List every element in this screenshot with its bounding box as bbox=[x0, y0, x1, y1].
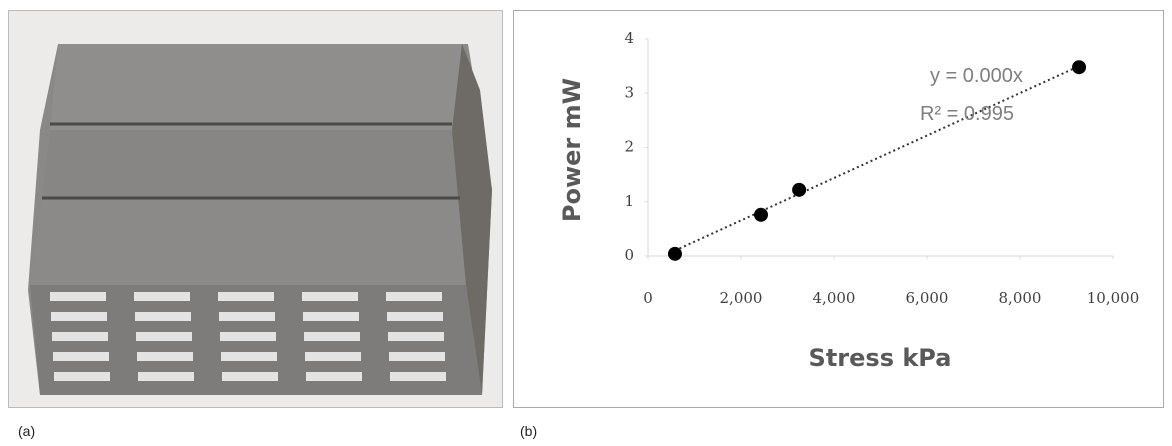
x-tick-label: 6,000 bbox=[906, 289, 949, 307]
photo-cell bbox=[386, 292, 442, 301]
x-tick-label: 10,000 bbox=[1087, 289, 1140, 307]
photo-cell bbox=[222, 372, 278, 381]
y-axis-title: Power mW bbox=[558, 78, 586, 222]
photo-cell bbox=[52, 332, 108, 341]
photo-cell bbox=[219, 312, 275, 321]
point bbox=[1072, 60, 1086, 74]
y-tick-label: 4 bbox=[624, 29, 634, 47]
photo-cell bbox=[305, 352, 361, 361]
photo-cell bbox=[54, 372, 110, 381]
annotation: y = 0.000x bbox=[930, 65, 1023, 87]
page: (a) (b) Power mW Stress kPa 0 1 2 3 4 0 2,000 4… bbox=[0, 0, 1172, 446]
figure: (a) (b) Power mW Stress kPa 0 1 2 3 4 0 2,000 4… bbox=[0, 0, 1172, 446]
x-tick-label: 8,000 bbox=[999, 289, 1042, 307]
x-tick-label: 2,000 bbox=[720, 289, 763, 307]
panel-label: (b) bbox=[520, 423, 537, 439]
x-axis-title: Stress kPa bbox=[809, 344, 952, 372]
photo-cell bbox=[302, 292, 358, 301]
photo-cell bbox=[388, 332, 444, 341]
photo-cell bbox=[53, 352, 109, 361]
photo-cell bbox=[50, 292, 106, 301]
photo-cell bbox=[303, 312, 359, 321]
photo-cell bbox=[218, 292, 274, 301]
photo-cell bbox=[51, 312, 107, 321]
annotation: R² = 0.995 bbox=[920, 103, 1014, 125]
photo-cell bbox=[304, 332, 360, 341]
photo-cell bbox=[387, 312, 443, 321]
point bbox=[754, 208, 768, 222]
point bbox=[668, 247, 682, 261]
photo-cell bbox=[135, 312, 191, 321]
panel-label: (a) bbox=[18, 423, 35, 439]
x-tick-label: 0 bbox=[643, 289, 653, 307]
photo-cell bbox=[390, 372, 446, 381]
photo-cell bbox=[138, 372, 194, 381]
y-tick-label: 2 bbox=[624, 138, 634, 156]
photo-cell bbox=[389, 352, 445, 361]
photo-cell bbox=[220, 332, 276, 341]
y-tick-label: 1 bbox=[624, 192, 634, 210]
photo-cell bbox=[137, 352, 193, 361]
photo-cell bbox=[221, 352, 277, 361]
y-tick-label: 0 bbox=[624, 246, 634, 264]
photo-cell bbox=[306, 372, 362, 381]
photo-cell bbox=[134, 292, 190, 301]
photo-cell bbox=[136, 332, 192, 341]
x-tick-label: 4,000 bbox=[813, 289, 856, 307]
point bbox=[792, 183, 806, 197]
y-tick-label: 3 bbox=[624, 83, 634, 101]
photo bbox=[9, 11, 503, 408]
